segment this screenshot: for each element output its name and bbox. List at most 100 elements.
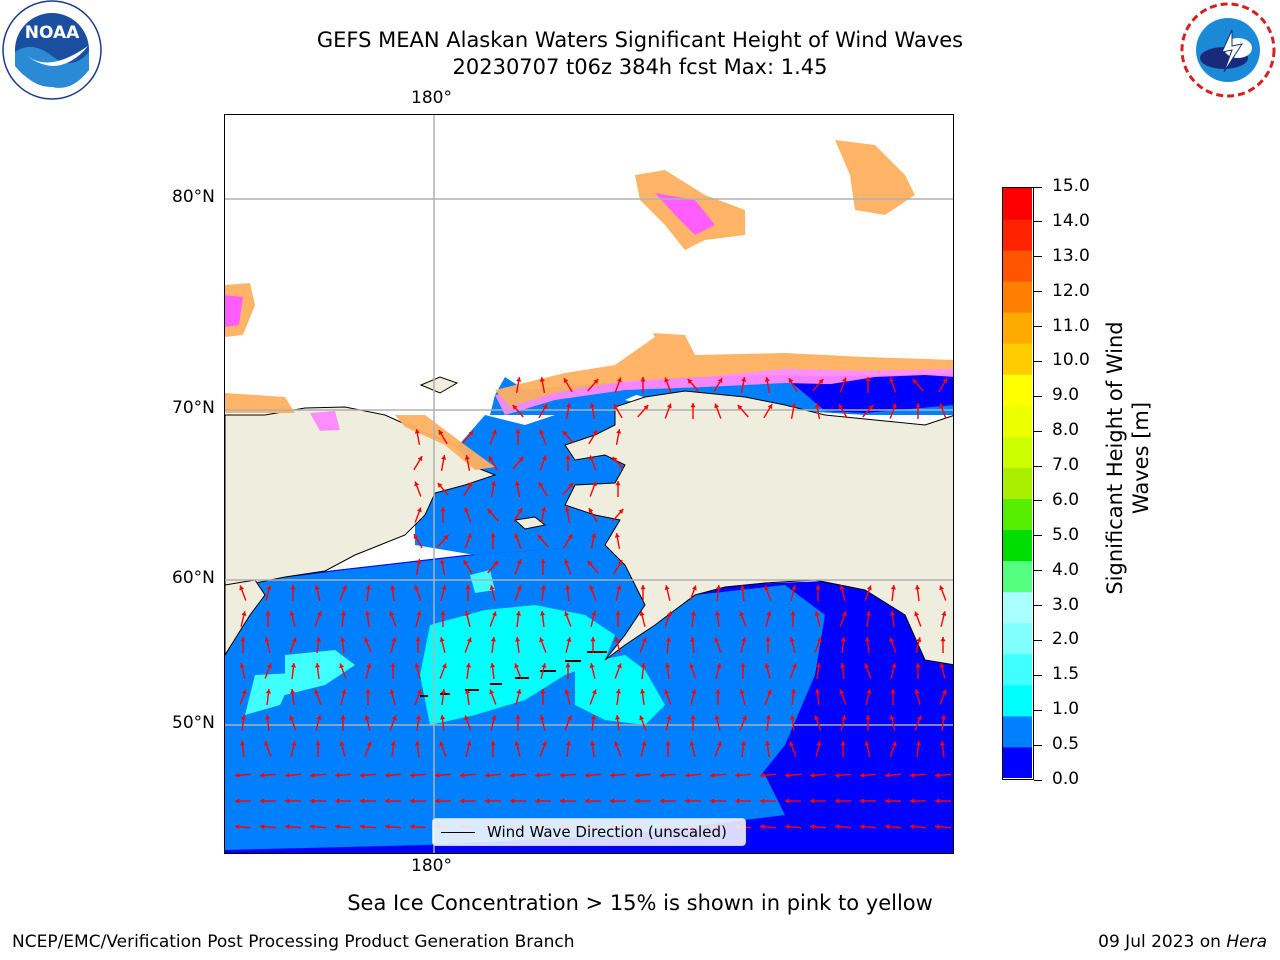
wind-wave-arrowhead bbox=[935, 772, 940, 778]
wind-wave-arrowhead bbox=[266, 663, 272, 669]
wind-wave-arrowhead bbox=[691, 585, 697, 591]
wind-wave-arrowhead bbox=[841, 611, 847, 617]
wind-wave-arrowhead bbox=[741, 715, 747, 721]
wind-wave-arrowhead bbox=[810, 798, 815, 804]
wind-wave-arrowhead bbox=[866, 585, 872, 591]
wind-wave-arrowhead bbox=[264, 637, 270, 643]
wind-wave-arrowhead bbox=[564, 507, 570, 512]
wind-wave-arrowhead bbox=[414, 741, 421, 746]
colorbar-tick-label: 5.0 bbox=[1052, 524, 1080, 545]
wind-wave-arrowhead bbox=[714, 637, 720, 643]
lat-label-50: 50°N bbox=[172, 713, 215, 733]
colorbar-swatch bbox=[1003, 219, 1032, 251]
wind-wave-arrowhead bbox=[885, 824, 890, 830]
wind-wave-arrowhead bbox=[491, 481, 497, 486]
wind-wave-arrowhead bbox=[589, 585, 595, 591]
wind-wave-arrows bbox=[234, 377, 952, 830]
wind-wave-arrowhead bbox=[665, 637, 672, 642]
wind-wave-arrowhead bbox=[714, 403, 720, 409]
wind-wave-arrowhead bbox=[910, 824, 915, 830]
wind-wave-arrowhead bbox=[714, 715, 720, 721]
wind-wave-arrowhead bbox=[864, 637, 871, 642]
wind-wave-arrowhead bbox=[612, 456, 618, 462]
wind-wave-arrowhead bbox=[390, 663, 396, 668]
wind-wave-arrowhead bbox=[365, 585, 372, 590]
wind-wave-arrowhead bbox=[839, 663, 846, 668]
wind-wave-arrowhead bbox=[360, 798, 365, 804]
wind-wave-arrowhead bbox=[340, 715, 346, 720]
wind-wave-arrowhead bbox=[241, 689, 247, 695]
wind-wave-arrowhead bbox=[939, 585, 945, 591]
wind-wave-arrowhead bbox=[935, 798, 940, 804]
wind-wave-arrowhead bbox=[441, 585, 447, 591]
land-kamchatka bbox=[225, 579, 266, 656]
wind-wave-arrowhead bbox=[314, 689, 320, 695]
colorbar-tick-mark bbox=[1034, 605, 1042, 607]
wind-wave-arrowhead bbox=[564, 559, 570, 565]
wind-wave-arrowhead bbox=[485, 772, 490, 778]
wind-wave-arrowhead bbox=[568, 482, 574, 488]
wind-wave-arrowhead bbox=[289, 689, 296, 694]
wind-wave-arrowhead bbox=[437, 482, 443, 488]
wind-wave-arrowhead bbox=[560, 798, 565, 804]
wind-wave-arrowhead bbox=[785, 772, 790, 778]
wind-wave-arrowhead bbox=[516, 559, 522, 565]
wind-wave-arrowhead bbox=[910, 798, 915, 804]
wind-wave-arrowhead bbox=[310, 824, 315, 830]
colorbar-swatch bbox=[1003, 405, 1032, 437]
wind-wave-arrowhead bbox=[791, 585, 797, 591]
wind-wave-arrowhead bbox=[639, 689, 646, 694]
wind-wave-arrowhead bbox=[615, 611, 621, 616]
wind-wave-arrowhead bbox=[439, 715, 446, 720]
colorbar-tick-mark bbox=[1034, 709, 1042, 711]
wind-wave-arrowhead bbox=[885, 772, 890, 778]
cyan-wave-region-1 bbox=[420, 605, 615, 725]
colorbar-label-line1: Significant Height of Wind bbox=[1103, 321, 1127, 595]
wind-wave-arrowhead bbox=[385, 824, 390, 830]
wind-wave-arrowhead bbox=[335, 824, 340, 830]
wind-wave-arrowhead bbox=[539, 429, 545, 435]
colorbar-tick-mark bbox=[1034, 221, 1042, 223]
wind-wave-arrowhead bbox=[860, 824, 865, 830]
wind-wave-arrowhead bbox=[541, 455, 547, 461]
wind-wave-arrowhead bbox=[535, 772, 540, 778]
wind-wave-arrowhead bbox=[391, 637, 397, 643]
wind-wave-arrowhead bbox=[440, 689, 447, 694]
colorbar-swatch bbox=[1003, 684, 1032, 717]
wind-wave-arrowhead bbox=[467, 482, 473, 488]
colorbar-tick-mark bbox=[1034, 535, 1042, 537]
wind-wave-arrowhead bbox=[717, 378, 723, 384]
wind-wave-arrowhead bbox=[264, 741, 270, 747]
wind-wave-arrowhead bbox=[440, 507, 446, 512]
wind-wave-arrowhead bbox=[660, 798, 665, 804]
wind-wave-arrowhead bbox=[491, 715, 497, 721]
colorbar-swatch bbox=[1003, 281, 1032, 313]
wind-wave-arrowhead bbox=[339, 663, 345, 669]
colorbar-swatch bbox=[1003, 715, 1032, 748]
wind-wave-arrowhead bbox=[916, 715, 922, 721]
nws-logo bbox=[1178, 0, 1278, 100]
wind-wave-arrowhead bbox=[785, 824, 790, 830]
wind-wave-arrowhead bbox=[439, 637, 445, 643]
wind-wave-arrowhead bbox=[441, 663, 447, 669]
colorbar-swatch bbox=[1003, 622, 1032, 655]
wind-wave-arrowhead bbox=[664, 689, 670, 695]
wind-wave-arrowhead bbox=[740, 663, 746, 668]
wind-wave-arrowhead bbox=[416, 507, 422, 513]
wind-wave-arrowhead bbox=[265, 611, 271, 616]
wind-wave-arrowhead bbox=[865, 611, 872, 616]
wind-wave-arrowhead bbox=[835, 772, 840, 778]
wind-wave-arrowhead bbox=[740, 741, 747, 746]
colorbar-tick-mark bbox=[1034, 744, 1042, 746]
wind-wave-arrowhead bbox=[690, 403, 696, 408]
wind-wave-arrowhead bbox=[791, 663, 797, 669]
wind-wave-arrowhead bbox=[592, 430, 598, 436]
wind-wave-arrowhead bbox=[760, 824, 765, 830]
wind-wave-arrowhead bbox=[610, 798, 615, 804]
wind-wave-arrowhead bbox=[315, 741, 321, 746]
legend-line-sample bbox=[441, 831, 475, 833]
wind-wave-arrowhead bbox=[914, 689, 920, 695]
wind-wave-arrowhead bbox=[868, 404, 874, 410]
wind-wave-arrowhead bbox=[564, 689, 570, 695]
colorbar-tick-label: 9.0 bbox=[1052, 385, 1080, 406]
